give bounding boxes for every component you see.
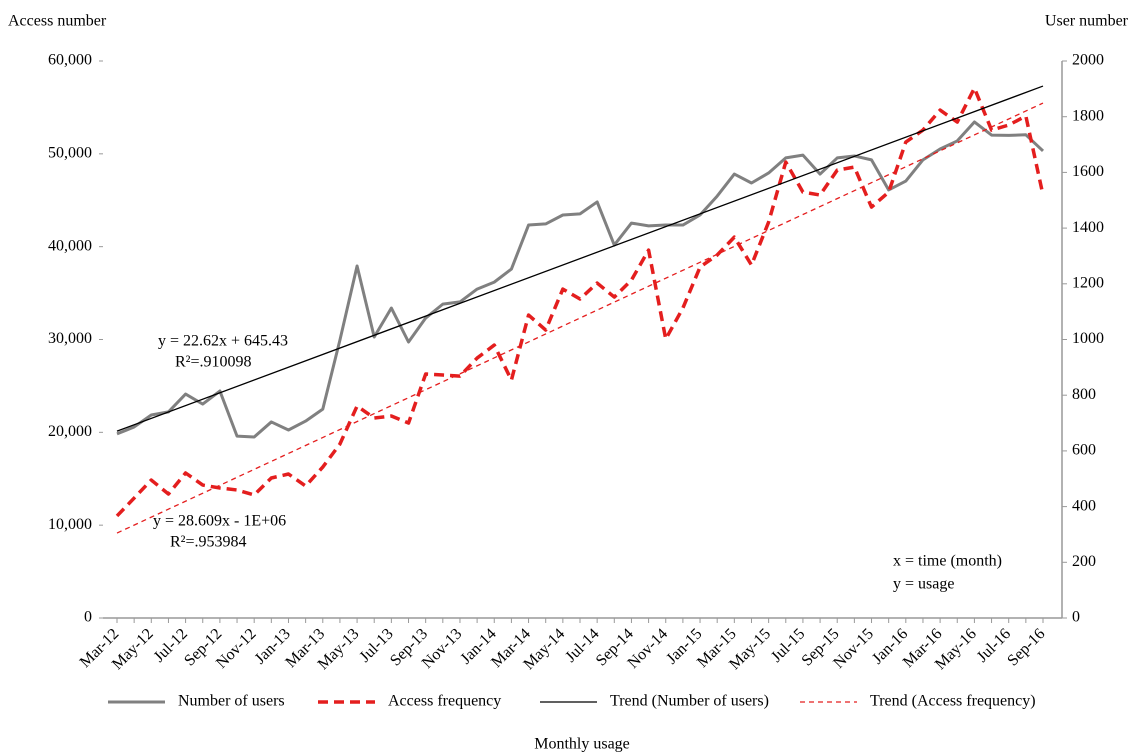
annotation: y = usage — [893, 576, 954, 593]
y2-tick-label: 600 — [1072, 442, 1096, 459]
y-axis-title: Access number — [8, 13, 107, 30]
y2-tick-label: 2000 — [1072, 52, 1104, 69]
annotation: R²=.953984 — [170, 534, 247, 551]
y2-tick-label: 1600 — [1072, 163, 1104, 180]
y-tick-label: 0 — [84, 609, 92, 626]
legend-label: Number of users — [178, 693, 285, 710]
x-tick-label: Sep-16 — [1004, 625, 1048, 669]
y2-tick-label: 1400 — [1072, 219, 1104, 236]
legend-label: Trend (Access frequency) — [870, 693, 1036, 710]
y2-tick-label: 1000 — [1072, 330, 1104, 347]
legend-label: Trend (Number of users) — [610, 693, 769, 710]
y-tick-label: 20,000 — [48, 423, 92, 440]
annotation: y = 22.62x + 645.43 — [158, 333, 288, 350]
trend-line — [116, 85, 1044, 432]
y-tick-label: 30,000 — [48, 330, 92, 347]
y-tick-label: 40,000 — [48, 237, 92, 254]
annotation: R²=.910098 — [175, 354, 252, 371]
y2-tick-label: 1800 — [1072, 107, 1104, 124]
y2-tick-label: 0 — [1072, 609, 1080, 626]
series-line — [115, 86, 1045, 518]
y2-tick-label: 200 — [1072, 553, 1096, 570]
y-tick-label: 60,000 — [48, 52, 92, 69]
x-axis-title: Monthly usage — [534, 736, 630, 753]
trend-line — [116, 102, 1044, 534]
legend-label: Access frequency — [388, 693, 501, 710]
y2-tick-label: 400 — [1072, 497, 1096, 514]
series-line — [116, 120, 1045, 439]
y-tick-label: 10,000 — [48, 516, 92, 533]
y2-tick-label: 800 — [1072, 386, 1096, 403]
annotation: x = time (month) — [893, 553, 1002, 570]
y2-axis-title: User number — [1045, 13, 1129, 30]
y2-tick-label: 1200 — [1072, 274, 1104, 291]
y-tick-label: 50,000 — [48, 145, 92, 162]
annotation: y = 28.609x - 1E+06 — [153, 513, 286, 530]
